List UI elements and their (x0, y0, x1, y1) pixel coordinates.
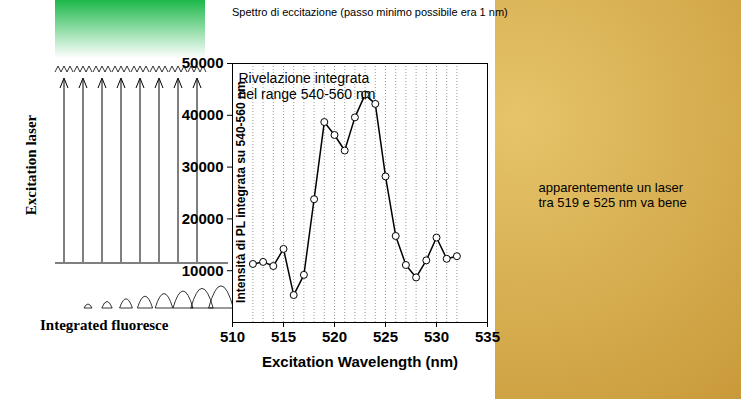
svg-text:525: 525 (373, 328, 398, 345)
svg-text:10000: 10000 (182, 262, 224, 279)
svg-text:50000: 50000 (182, 54, 224, 71)
svg-text:535: 535 (475, 328, 500, 345)
svg-text:apparentemente un lasertra 519: apparentemente un lasertra 519 e 525 nm … (539, 180, 687, 210)
svg-text:Rivelazione integratanel range: Rivelazione integratanel range 540-560 n… (239, 70, 376, 102)
svg-text:510: 510 (220, 328, 245, 345)
svg-text:40000: 40000 (182, 106, 224, 123)
svg-text:20000: 20000 (182, 210, 224, 227)
svg-text:520: 520 (322, 328, 347, 345)
html-text:Spettro di eccitazione (passo: Spettro di eccitazione (passo minimo pos… (232, 6, 508, 18)
svg-text:Excitation Wavelength (nm): Excitation Wavelength (nm) (262, 353, 458, 370)
svg-text:515: 515 (271, 328, 296, 345)
svg-text:30000: 30000 (182, 158, 224, 175)
svg-text:Integrated fluoresce: Integrated fluoresce (40, 317, 169, 333)
html-text:Intensità di PL integrata su 5: Intensità di PL integrata su 540-560 nm (234, 81, 248, 303)
svg-text:Excitation laser: Excitation laser (23, 114, 39, 215)
svg-text:530: 530 (424, 328, 449, 345)
